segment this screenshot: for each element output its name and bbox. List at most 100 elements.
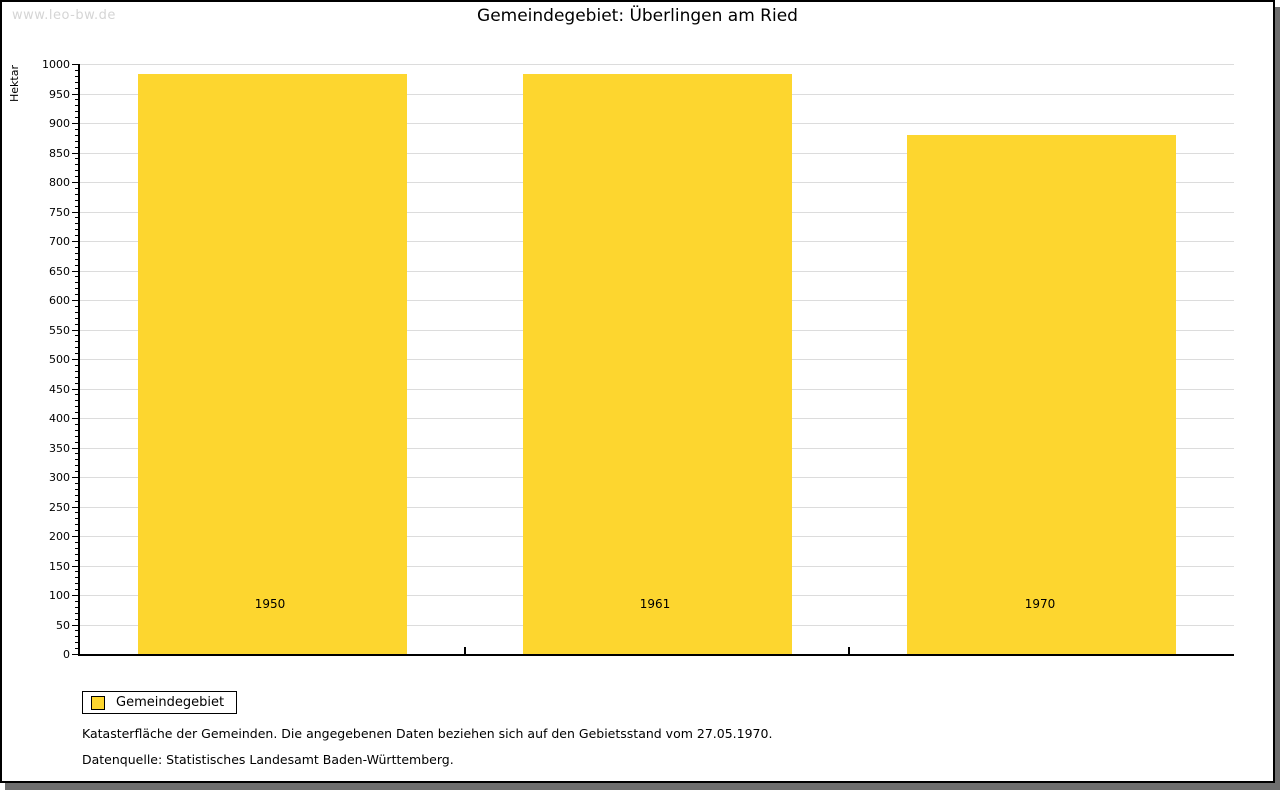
y-axis-minor-tick: [75, 394, 78, 395]
y-axis-major-tick: [72, 418, 78, 419]
y-axis-minor-tick: [75, 265, 78, 266]
legend: Gemeindegebiet: [82, 691, 238, 714]
y-axis-minor-tick: [75, 483, 78, 484]
y-axis-minor-tick: [75, 589, 78, 590]
y-axis-minor-tick: [75, 365, 78, 366]
y-axis-minor-tick: [75, 194, 78, 195]
y-axis-minor-tick: [75, 341, 78, 342]
y-axis-minor-tick: [75, 501, 78, 502]
y-axis-minor-tick: [75, 282, 78, 283]
y-axis-major-tick: [72, 123, 78, 124]
y-axis-major-tick: [72, 300, 78, 301]
y-axis-tick-label: 150: [49, 560, 70, 573]
y-axis-minor-tick: [75, 99, 78, 100]
y-axis-minor-tick: [75, 613, 78, 614]
legend-swatch-gemeindegebiet: [91, 695, 105, 710]
y-axis-tick-label: 600: [49, 294, 70, 307]
y-axis-tick-label: 250: [49, 501, 70, 514]
y-axis-minor-tick: [75, 630, 78, 631]
y-axis-minor-tick: [75, 542, 78, 543]
y-axis-minor-tick: [75, 82, 78, 83]
y-axis-major-tick: [72, 654, 78, 655]
y-axis-minor-tick: [75, 253, 78, 254]
y-axis-major-tick: [72, 595, 78, 596]
y-axis-minor-tick: [75, 601, 78, 602]
x-axis-label-1970: 1970: [1024, 597, 1056, 611]
y-axis-tick-label: 400: [49, 412, 70, 425]
y-axis-minor-tick: [75, 430, 78, 431]
y-axis-minor-tick: [75, 88, 78, 89]
y-axis-tick-label: 500: [49, 353, 70, 366]
y-axis-tick-label: 700: [49, 235, 70, 248]
y-axis-minor-tick: [75, 577, 78, 578]
y-axis-tick-label: 1000: [42, 58, 70, 71]
y-axis-minor-tick: [75, 583, 78, 584]
y-axis-major-tick: [72, 64, 78, 65]
y-axis-minor-tick: [75, 383, 78, 384]
y-axis-major-tick: [72, 212, 78, 213]
y-axis-major-tick: [72, 536, 78, 537]
y-axis-major-tick: [72, 153, 78, 154]
y-axis-minor-tick: [75, 412, 78, 413]
y-axis-minor-tick: [75, 459, 78, 460]
bar-1970: [907, 135, 1176, 654]
y-axis-minor-tick: [75, 105, 78, 106]
x-axis-label-1961: 1961: [639, 597, 671, 611]
x-axis-boundary-tick: [848, 647, 850, 654]
y-axis-minor-tick: [75, 324, 78, 325]
watermark: www.leo-bw.de: [12, 8, 116, 23]
y-axis-major-tick: [72, 271, 78, 272]
y-axis-minor-tick: [75, 371, 78, 372]
y-axis-minor-tick: [75, 518, 78, 519]
y-axis-minor-tick: [75, 76, 78, 77]
y-axis-minor-tick: [75, 164, 78, 165]
x-axis-label-1950: 1950: [254, 597, 286, 611]
y-axis-minor-tick: [75, 642, 78, 643]
y-axis-minor-tick: [75, 495, 78, 496]
y-axis-minor-tick: [75, 200, 78, 201]
y-axis-tick-label: 550: [49, 324, 70, 337]
y-axis-major-tick: [72, 448, 78, 449]
y-axis-tick-label: 450: [49, 383, 70, 396]
y-axis-tick-label: 50: [56, 619, 70, 632]
y-axis-major-tick: [72, 507, 78, 508]
y-axis-minor-tick: [75, 406, 78, 407]
y-axis-minor-tick: [75, 135, 78, 136]
y-axis-minor-tick: [75, 176, 78, 177]
y-axis-tick-label: 200: [49, 530, 70, 543]
y-axis-minor-tick: [75, 217, 78, 218]
y-axis-major-tick: [72, 94, 78, 95]
footnote-source-note: Katasterfläche der Gemeinden. Die angege…: [82, 726, 773, 741]
y-axis-minor-tick: [75, 276, 78, 277]
footnote-data-source: Datenquelle: Statistisches Landesamt Bad…: [82, 752, 454, 767]
y-axis-minor-tick: [75, 512, 78, 513]
y-axis-tick-label: 800: [49, 176, 70, 189]
y-axis-minor-tick: [75, 247, 78, 248]
y-axis-minor-tick: [75, 530, 78, 531]
y-axis-minor-tick: [75, 188, 78, 189]
y-axis-minor-tick: [75, 223, 78, 224]
y-axis-minor-tick: [75, 158, 78, 159]
y-axis-tick-label: 850: [49, 147, 70, 160]
y-axis-tick-label: 750: [49, 206, 70, 219]
y-axis-major-tick: [72, 389, 78, 390]
y-axis-minor-tick: [75, 347, 78, 348]
y-axis-minor-tick: [75, 636, 78, 637]
y-axis-minor-tick: [75, 170, 78, 171]
bar-1950: [138, 74, 407, 654]
y-axis-minor-tick: [75, 619, 78, 620]
y-axis-minor-tick: [75, 465, 78, 466]
y-axis-minor-tick: [75, 548, 78, 549]
y-axis-tick-label: 900: [49, 117, 70, 130]
y-axis-minor-tick: [75, 424, 78, 425]
x-axis-boundary-tick: [464, 647, 466, 654]
y-axis-minor-tick: [75, 436, 78, 437]
y-axis-tick-label: 300: [49, 471, 70, 484]
y-axis-minor-tick: [75, 235, 78, 236]
y-axis-minor-tick: [75, 117, 78, 118]
y-axis-minor-tick: [75, 229, 78, 230]
y-axis-major-tick: [72, 359, 78, 360]
y-axis-minor-tick: [75, 453, 78, 454]
y-axis-major-tick: [72, 625, 78, 626]
